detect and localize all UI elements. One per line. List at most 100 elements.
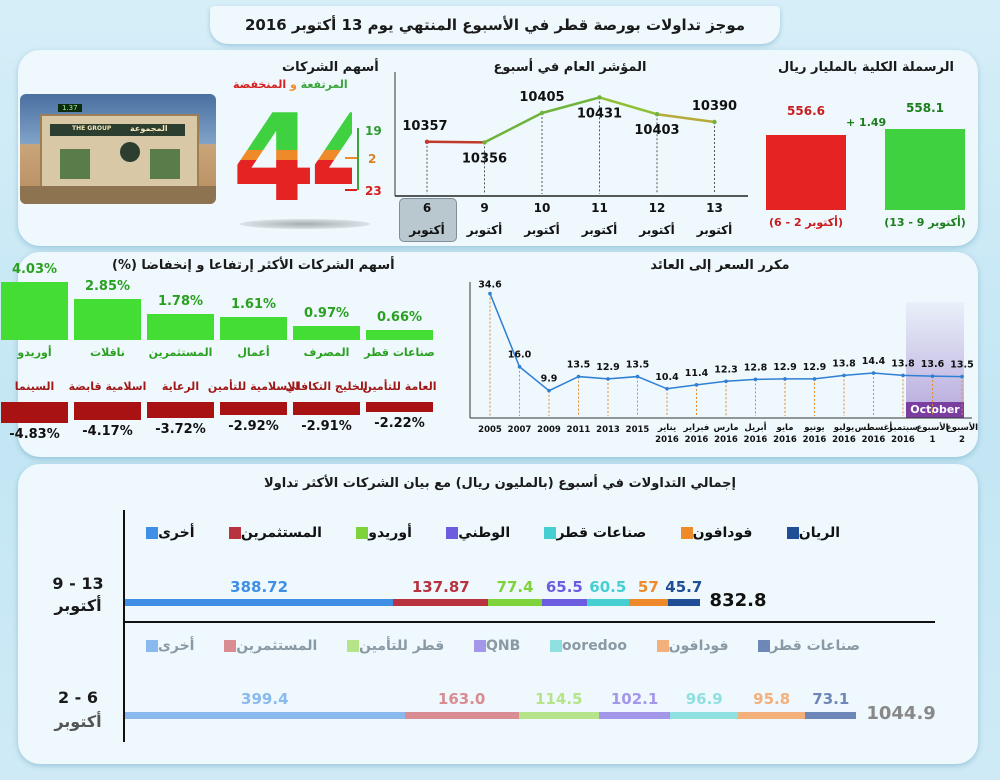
legend-swatch bbox=[146, 640, 159, 652]
pe-title: مكرر السعر إلى العائد bbox=[650, 258, 790, 273]
trading-segment-value: 163.0 bbox=[437, 690, 486, 708]
building-logo-icon bbox=[120, 142, 140, 162]
trading-segment bbox=[518, 712, 599, 719]
legend-item: صناعات قطر bbox=[538, 525, 646, 541]
bottom-panel bbox=[18, 464, 978, 764]
legend-item: الوطني bbox=[440, 525, 510, 541]
count-digits: 44 bbox=[232, 108, 352, 218]
legend-swatch bbox=[758, 640, 771, 652]
week-curr-legend: الريان فودافون صناعات قطر الوطني أوريدو المست… bbox=[140, 525, 840, 541]
week-prev-legend: صناعات قطر فودافون ooredoo QNB قطر للتأمين ال… bbox=[140, 638, 860, 654]
subtitle-down: المنخفضة bbox=[233, 78, 287, 91]
legend-swatch bbox=[356, 527, 369, 539]
legend-swatch bbox=[680, 527, 693, 539]
legend-label: الوطني bbox=[458, 525, 511, 541]
mover-down-name: الرعاية bbox=[161, 380, 200, 393]
mover-down-value: -2.22% bbox=[374, 415, 425, 431]
legend-label: QNB bbox=[486, 638, 521, 654]
trading-segment bbox=[586, 599, 629, 606]
mover-down-value: -4.83% bbox=[9, 427, 60, 443]
count-same: 2 bbox=[368, 152, 377, 166]
trading-segment-value: 45.7 bbox=[665, 578, 703, 596]
trading-segment bbox=[805, 712, 857, 719]
legend-label: المستثمرين bbox=[236, 638, 318, 654]
building-sign-text: المجموعة bbox=[130, 124, 168, 133]
cap-delta: + 1.49 bbox=[846, 116, 887, 129]
trading-segment-value: 60.5 bbox=[589, 578, 627, 596]
legend-swatch bbox=[146, 527, 159, 539]
trading-segment-value: 399.4 bbox=[241, 690, 289, 708]
trading-segment-value: 65.5 bbox=[545, 578, 583, 596]
count-bracket-low bbox=[345, 189, 357, 191]
mover-down-bar bbox=[147, 402, 214, 419]
mover-down-value: -2.91% bbox=[301, 418, 352, 434]
trading-segment bbox=[404, 712, 519, 719]
subtitle-up: المرتفعة bbox=[300, 78, 348, 91]
count-shadow bbox=[240, 219, 370, 229]
cap-curr-value: 558.1 bbox=[906, 101, 944, 115]
count-up: 19 bbox=[365, 124, 382, 138]
mover-up-bar bbox=[74, 298, 141, 340]
trading-axis-vertical bbox=[123, 510, 125, 742]
mover-down-bar bbox=[1, 402, 68, 424]
index-today-highlight bbox=[399, 198, 457, 242]
legend-item: أخرى bbox=[140, 638, 194, 654]
week-curr-month: أكتوبر bbox=[54, 596, 102, 615]
legend-label: قطر للتأمين bbox=[359, 638, 445, 654]
count-down: 23 bbox=[365, 184, 382, 198]
index-title: المؤشر العام في أسبوع bbox=[493, 60, 647, 75]
legend-item: الريان bbox=[781, 525, 840, 541]
cap-prev-label: (أكتوبر 2 - 6) bbox=[769, 216, 843, 229]
mover-up-value: 4.03% bbox=[11, 261, 58, 277]
trading-segment-value: 96.9 bbox=[685, 690, 723, 708]
count-bracket bbox=[345, 128, 359, 190]
legend-item: المستثمرين bbox=[218, 638, 317, 654]
trading-segment bbox=[668, 599, 700, 606]
building-photo: المجموعة THE GROUP 1.37 bbox=[20, 94, 216, 204]
legend-swatch bbox=[228, 527, 241, 539]
pe-october-highlight bbox=[906, 302, 964, 402]
companies-subtitle: المرتفعة و المنخفضة bbox=[233, 78, 348, 91]
cap-prev-value: 556.6 bbox=[787, 104, 825, 118]
legend-swatch bbox=[544, 527, 557, 539]
mover-down-value: -4.17% bbox=[82, 424, 133, 440]
mover-down-name: الاسلامية للتأمين bbox=[207, 380, 300, 393]
pe-october-tag: October bbox=[906, 402, 964, 418]
mover-down-bar bbox=[220, 402, 287, 415]
week-curr-range: 9 - 13 bbox=[52, 574, 104, 593]
mover-up-name: صناعات قطر bbox=[364, 346, 435, 359]
trading-segment bbox=[598, 712, 671, 719]
legend-item: المستثمرين bbox=[223, 525, 322, 541]
mover-up-name: أعمال bbox=[237, 346, 270, 359]
mover-down-value: -3.72% bbox=[155, 422, 206, 438]
mover-up-value: 1.61% bbox=[230, 296, 277, 312]
legend-item: صناعات قطر bbox=[752, 638, 860, 654]
legend-swatch bbox=[446, 527, 459, 539]
subtitle-and: و bbox=[289, 78, 297, 91]
cap-curr-label: (أكتوبر 9 - 13) bbox=[884, 216, 966, 229]
legend-item: QNB bbox=[468, 638, 520, 654]
trading-segment bbox=[125, 712, 405, 719]
legend-label: المستثمرين bbox=[240, 525, 322, 541]
legend-item: ooredoo bbox=[544, 638, 627, 654]
mover-up-bar bbox=[1, 281, 68, 340]
mover-up-name: ناقلات bbox=[90, 346, 125, 359]
mover-down-bar bbox=[74, 402, 141, 421]
legend-item: قطر للتأمين bbox=[341, 638, 444, 654]
legend-label: فودافون bbox=[692, 525, 753, 541]
building-ticker: 1.37 bbox=[58, 104, 82, 112]
week-prev-month: أكتوبر bbox=[54, 712, 102, 731]
mover-up-name: أوريدو bbox=[17, 346, 52, 359]
mover-down-name: السينما bbox=[14, 380, 55, 393]
cap-prev-bar bbox=[766, 135, 846, 210]
trading-segment-value: 102.1 bbox=[610, 690, 659, 708]
legend-swatch bbox=[224, 640, 237, 652]
movers-title: أسهم الشركات الأكثر إرتفاعا و إنخفاضا (%… bbox=[112, 258, 395, 273]
trading-segment bbox=[628, 599, 669, 606]
legend-label: أخرى bbox=[158, 638, 195, 654]
trading-segment bbox=[393, 599, 489, 606]
trading-axis-divider bbox=[123, 621, 935, 623]
mover-up-bar bbox=[147, 314, 214, 340]
trading-segment bbox=[738, 712, 806, 719]
trading-segment bbox=[670, 712, 739, 719]
